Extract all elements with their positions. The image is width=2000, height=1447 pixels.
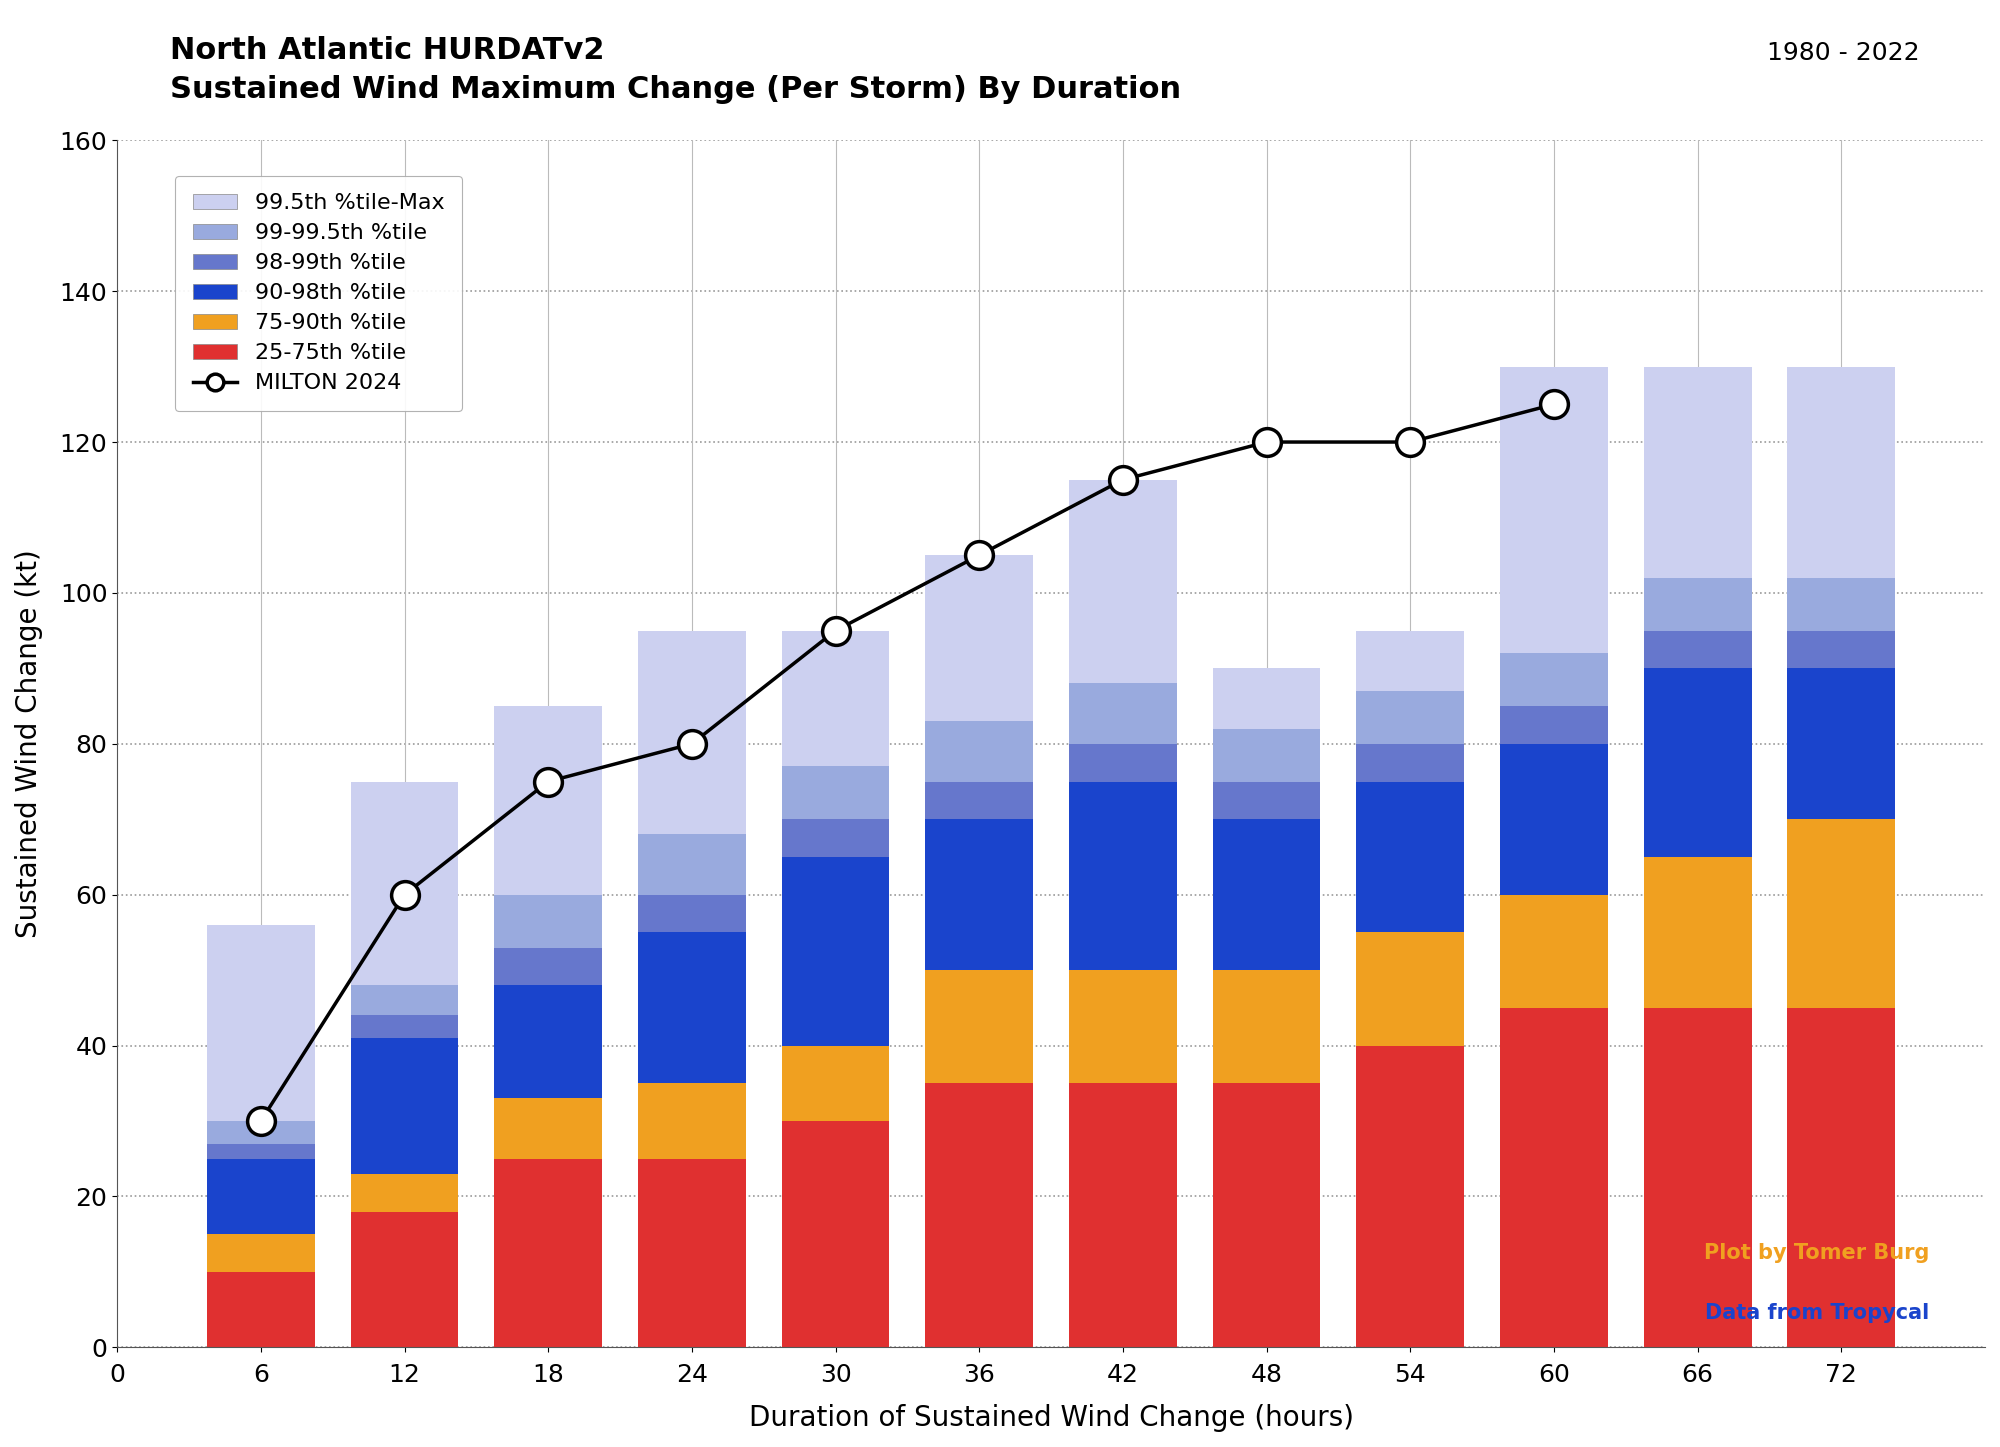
Bar <box>350 1211 458 1347</box>
Bar <box>350 1016 458 1037</box>
Bar <box>494 1159 602 1347</box>
Bar <box>638 894 746 932</box>
Bar <box>1212 669 1320 729</box>
Bar <box>206 1143 314 1159</box>
Bar <box>1356 1046 1464 1347</box>
Bar <box>1500 706 1608 744</box>
Bar <box>782 1046 890 1121</box>
Y-axis label: Sustained Wind Change (kt): Sustained Wind Change (kt) <box>14 550 44 938</box>
Bar <box>782 1121 890 1347</box>
Bar <box>782 857 890 1046</box>
Bar <box>206 1121 314 1143</box>
Bar <box>926 1084 1034 1347</box>
Point <box>964 544 996 567</box>
Bar <box>494 706 602 894</box>
Bar <box>206 1234 314 1272</box>
Bar <box>1070 744 1176 781</box>
Bar <box>1644 631 1752 669</box>
Bar <box>1644 669 1752 857</box>
Bar <box>350 1037 458 1174</box>
Bar <box>1212 819 1320 969</box>
Bar <box>1788 1009 1896 1347</box>
Bar <box>1212 729 1320 781</box>
Bar <box>638 835 746 894</box>
Point <box>244 1110 276 1133</box>
Bar <box>1070 480 1176 683</box>
Bar <box>1070 683 1176 744</box>
Bar <box>1788 819 1896 1009</box>
Bar <box>494 948 602 985</box>
Bar <box>1788 577 1896 631</box>
Bar <box>1070 781 1176 969</box>
X-axis label: Duration of Sustained Wind Change (hours): Duration of Sustained Wind Change (hours… <box>748 1404 1354 1433</box>
Bar <box>1788 631 1896 669</box>
Point <box>388 883 420 906</box>
Bar <box>1500 1009 1608 1347</box>
Point <box>532 770 564 793</box>
Bar <box>1788 366 1896 577</box>
Bar <box>1356 692 1464 744</box>
Bar <box>782 631 890 767</box>
Point <box>820 619 852 642</box>
Bar <box>1500 653 1608 706</box>
Bar <box>1644 1009 1752 1347</box>
Point <box>1394 430 1426 453</box>
Bar <box>1212 781 1320 819</box>
Bar <box>1500 366 1608 653</box>
Text: Plot by Tomer Burg: Plot by Tomer Burg <box>1704 1243 1928 1263</box>
Text: Sustained Wind Maximum Change (Per Storm) By Duration: Sustained Wind Maximum Change (Per Storm… <box>170 75 1182 104</box>
Bar <box>1212 1084 1320 1347</box>
Bar <box>206 1272 314 1347</box>
Bar <box>206 1159 314 1234</box>
Bar <box>350 985 458 1016</box>
Text: 1980 - 2022: 1980 - 2022 <box>1768 41 1920 65</box>
Point <box>676 732 708 755</box>
Bar <box>926 556 1034 721</box>
Bar <box>494 894 602 948</box>
Bar <box>926 781 1034 819</box>
Bar <box>638 631 746 835</box>
Text: Data from Tropycal: Data from Tropycal <box>1704 1304 1928 1323</box>
Bar <box>638 1084 746 1159</box>
Bar <box>1788 669 1896 819</box>
Bar <box>638 1159 746 1347</box>
Bar <box>1356 744 1464 781</box>
Bar <box>1644 577 1752 631</box>
Point <box>1250 430 1282 453</box>
Bar <box>1500 744 1608 894</box>
Bar <box>782 819 890 857</box>
Bar <box>782 767 890 819</box>
Bar <box>1070 1084 1176 1347</box>
Bar <box>926 819 1034 969</box>
Bar <box>1356 631 1464 692</box>
Bar <box>1212 969 1320 1084</box>
Bar <box>1644 366 1752 577</box>
Point <box>1106 469 1138 492</box>
Bar <box>1356 781 1464 932</box>
Bar <box>1356 932 1464 1046</box>
Point <box>1538 392 1570 415</box>
Legend: 99.5th %tile-Max, 99-99.5th %tile, 98-99th %tile, 90-98th %tile, 75-90th %tile, : 99.5th %tile-Max, 99-99.5th %tile, 98-99… <box>174 175 462 411</box>
Bar <box>350 1174 458 1211</box>
Bar <box>494 1098 602 1159</box>
Bar <box>926 721 1034 781</box>
Bar <box>638 932 746 1084</box>
Bar <box>1644 857 1752 1009</box>
Bar <box>206 925 314 1121</box>
Bar <box>1500 894 1608 1009</box>
Bar <box>926 969 1034 1084</box>
Bar <box>1070 969 1176 1084</box>
Text: North Atlantic HURDATv2: North Atlantic HURDATv2 <box>170 36 604 65</box>
Bar <box>350 781 458 985</box>
Bar <box>494 985 602 1098</box>
